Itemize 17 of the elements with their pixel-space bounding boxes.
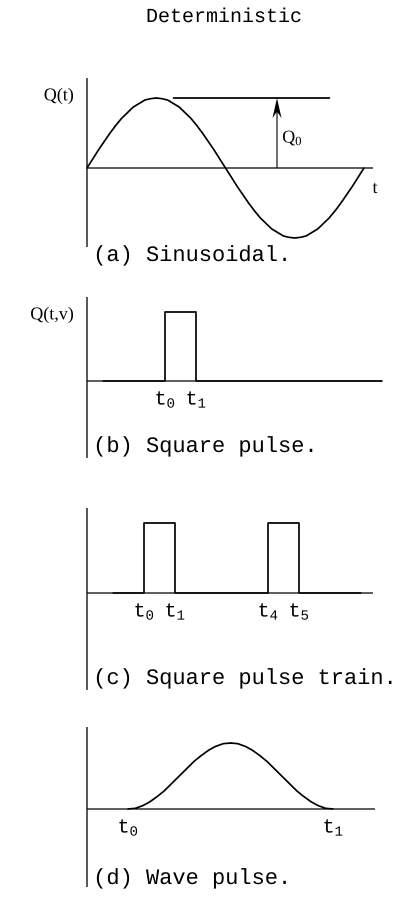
y-axis-title: Q(t,v) [31,306,74,324]
x-tick-label: t$_{1}$ [166,603,184,620]
y-axis-title: Q(t) [44,88,74,104]
text: (d) Wave pulse. [96,868,286,889]
chart-title: Deterministic [148,8,301,22]
text: (a) Sinusoidal. [96,245,286,266]
x-tick-label: t$_{0}$ [119,819,138,836]
x-tick-label: t$_{4}$ [259,603,278,620]
annotation: Q$_{0}$ [282,130,302,146]
x-axis-title: t [372,182,378,194]
x-tick-label: t$_{5}$ [290,603,308,620]
text: (c) Square pulse train. [96,668,392,689]
x-tick-label: t$_{0}$ [135,603,154,620]
text: (b) Square pulse. [96,436,312,457]
x-tick-label: t$_{1}$ [324,819,342,836]
x-tick-label: t$_{0}$ [156,391,174,408]
x-tick-label: t$_{1}$ [187,391,206,408]
